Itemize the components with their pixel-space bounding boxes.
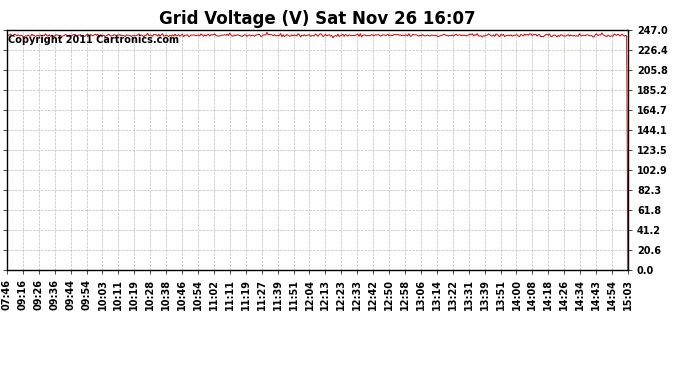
Title: Grid Voltage (V) Sat Nov 26 16:07: Grid Voltage (V) Sat Nov 26 16:07: [159, 10, 475, 28]
Text: Copyright 2011 Cartronics.com: Copyright 2011 Cartronics.com: [8, 35, 179, 45]
